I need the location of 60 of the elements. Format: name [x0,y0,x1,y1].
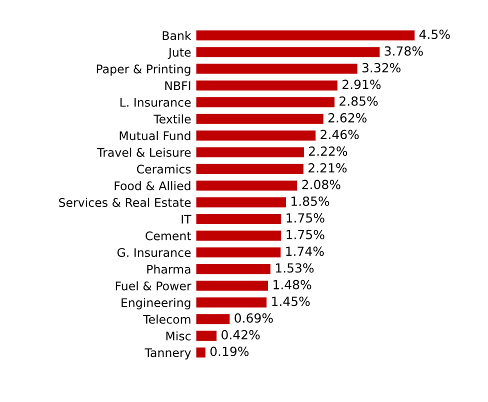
data-label: 1.48% [274,280,312,290]
data-label: 4.5% [419,30,450,40]
data-label: 2.91% [342,80,381,90]
bar [196,197,286,208]
y-tick-label: Food & Allied [114,181,190,190]
data-label: 0.19% [210,346,249,356]
data-label: 1.74% [286,246,324,256]
y-tick-label: Bank [162,30,192,40]
data-label: 2.08% [302,180,340,190]
y-tick-label: IT [182,214,192,224]
y-tick-label: Tannery [144,348,191,360]
bar [196,164,304,174]
bar [196,180,298,191]
data-label: 2.62% [328,113,367,122]
bar [196,280,268,291]
y-tick-label: L. Insurance [120,98,191,107]
data-label: 0.69% [234,313,273,323]
data-label: 2.85% [340,96,378,106]
y-tick-label: Travel & Leisure [97,148,191,157]
bar [196,130,316,141]
data-label: 2.46% [320,130,359,140]
y-tick-label: Services & Real Estate [59,198,191,207]
data-label: 2.22% [309,146,348,156]
y-tick-label: G. Insurance [117,248,191,258]
y-tick-label: Engineering [122,298,190,310]
data-label: 1.53% [276,263,314,273]
bar [196,30,415,40]
bar [196,297,267,308]
y-tick-label: Paper & Printing [96,64,190,76]
bar [196,97,335,108]
data-label: 2.21% [308,163,347,173]
bar [196,347,206,358]
data-label: 1.75% [286,230,324,240]
y-tick-label: NBFI [165,81,190,90]
bar [196,47,380,58]
data-label: 3.32% [362,62,401,72]
y-tick-label: Misc [166,331,191,340]
y-tick-label: Textile [154,114,191,124]
bar [196,64,358,74]
bar [196,247,281,258]
y-tick-label: Jute [168,48,191,59]
bar [196,230,282,241]
data-label: 1.45% [272,296,310,306]
y-tick-label: Cement [146,231,192,240]
y-tick-label: Pharma [147,264,190,274]
y-tick-label: Telecom [143,314,190,324]
bar [196,314,230,324]
y-tick-label: Ceramics [136,164,191,174]
bar [196,80,338,90]
data-label: 1.85% [292,196,330,206]
y-tick-label: Fuel & Power [116,281,192,290]
bar [196,264,270,274]
bar [196,147,304,158]
bar [196,214,282,224]
data-label: 0.42% [222,330,260,340]
y-tick-label: Mutual Fund [120,131,190,140]
data-label: 3.78% [384,46,423,56]
bar [196,330,217,341]
bar [196,114,324,124]
data-label: 1.75% [286,213,324,223]
